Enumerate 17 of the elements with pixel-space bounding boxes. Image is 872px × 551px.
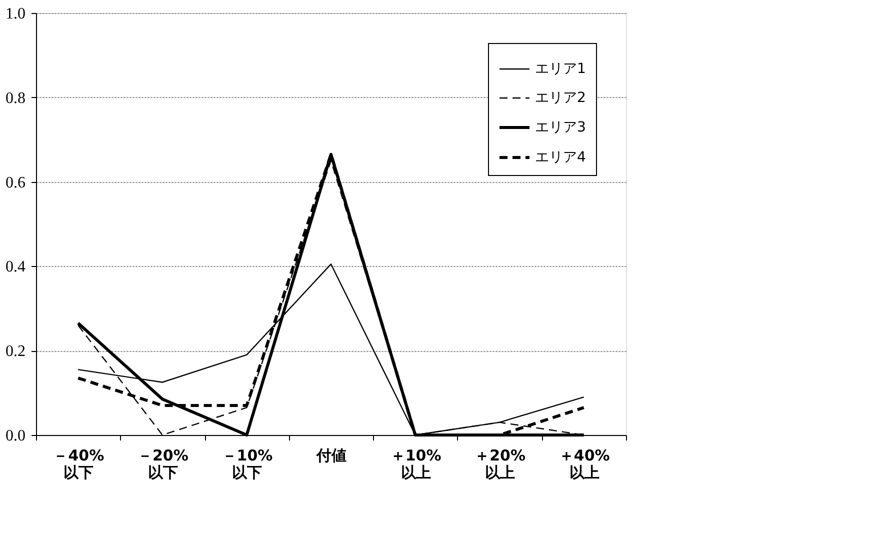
x-tick-label: ＋10% 以上 [390, 446, 442, 482]
legend-label: エリア2 [535, 90, 586, 106]
y-tick-label: 0.0 [6, 428, 26, 444]
x-tick-label: －40% 以下 [53, 446, 104, 482]
legend-label: エリア4 [535, 150, 586, 166]
x-tick-label: ＋40% 以上 [558, 446, 610, 482]
y-tick-label: 1.0 [6, 6, 26, 22]
y-tick-label: 0.8 [6, 90, 26, 107]
y-tick-label: 0.4 [6, 258, 26, 276]
x-tick-label: －20% 以下 [137, 446, 188, 482]
y-tick-label: 0.2 [6, 343, 26, 360]
x-tick-label: －10% 以下 [222, 446, 273, 482]
x-tick-label: 付値 [316, 446, 346, 464]
legend-label: エリア3 [535, 120, 586, 136]
y-tick-label: 0.6 [6, 174, 26, 192]
legend-label: エリア1 [535, 61, 586, 77]
x-tick-label: ＋20% 以上 [474, 446, 526, 482]
